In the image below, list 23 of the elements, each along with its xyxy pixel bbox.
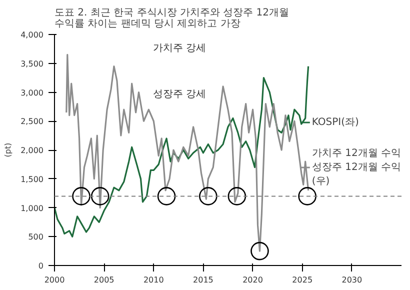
- y-tick-label: 1,000: [20, 204, 44, 213]
- legend-label: KOSPI(좌): [312, 116, 359, 128]
- y-tick-label: 2,000: [20, 146, 44, 155]
- x-tick-label: 2015: [193, 276, 214, 284]
- x-tick-label: 2010: [143, 276, 164, 284]
- y-tick-label: 3,500: [20, 59, 44, 68]
- x-tick-label: 2005: [94, 276, 114, 284]
- y-tick-label: 4,000: [20, 30, 44, 40]
- y-tick-label: 0: [38, 262, 44, 270]
- y-tick-label: 2,500: [20, 117, 44, 126]
- x-tick-label: 2025: [292, 276, 313, 284]
- x-tick-label: 2000: [44, 276, 65, 284]
- line-series: [54, 65, 310, 238]
- annotation: 성장주 강세: [152, 89, 206, 100]
- annotation: 가치주 강세: [152, 42, 206, 54]
- chart-title: 도표 2. 최근 한국 주식시장 가치주와 성장주 12개월 수익률 차이는 팬데믹 당시 제외하고 가장: [54, 8, 290, 30]
- y-tick-label: 1,500: [20, 174, 44, 184]
- x-tick-label: 2020: [242, 276, 263, 284]
- legend-label: 가치주 12개월 수익 성장주 12개월 수익 (우): [312, 146, 401, 188]
- y-axis-title: (pt): [4, 142, 13, 158]
- y-tick-label: 3,000: [20, 88, 44, 98]
- x-tick-label: 2030: [342, 276, 362, 284]
- y-tick-label: 500: [28, 232, 44, 242]
